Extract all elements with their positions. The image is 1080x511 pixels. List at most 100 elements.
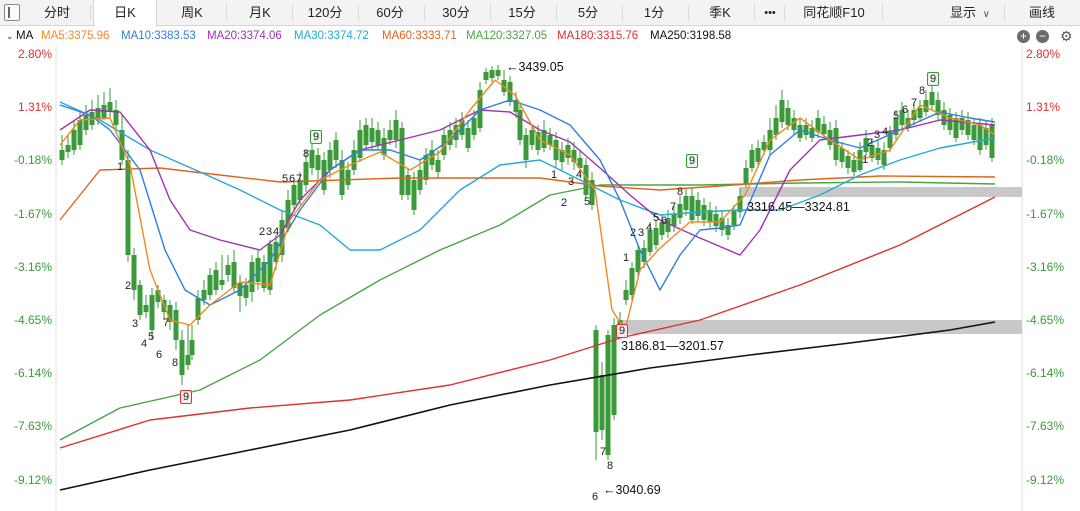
candle-body-down bbox=[435, 160, 441, 172]
period-tab-bar: 分时 日K 周K 月K 120分 60分 30分 15分 5分 1分 季K ••… bbox=[0, 0, 1080, 27]
candle-body-down bbox=[309, 150, 315, 168]
candle-body-down bbox=[155, 290, 161, 302]
moving-average-legend: ⌄ MA MA5:3375.96 MA10:3383.53 MA20:3374.… bbox=[0, 27, 1080, 45]
candle-body-down bbox=[273, 242, 279, 262]
td-count-label: 5 bbox=[653, 212, 660, 224]
candle-body-down bbox=[351, 150, 357, 170]
td-count-label: 1 bbox=[623, 252, 630, 264]
gear-icon[interactable]: ⚙ bbox=[1060, 28, 1073, 44]
tab-weekly-k[interactable]: 周K bbox=[181, 5, 203, 20]
tab-divider bbox=[1004, 5, 1005, 21]
draw-line-button[interactable]: 画线 bbox=[1028, 5, 1055, 20]
td-count-label: 5 bbox=[584, 196, 591, 208]
tab-f10[interactable]: 同花顺F10 bbox=[803, 5, 865, 20]
candle-body-down bbox=[893, 118, 899, 135]
candle-body-down bbox=[755, 148, 761, 162]
left-axis-tick: -6.14% bbox=[13, 366, 52, 381]
ma-title[interactable]: MA bbox=[16, 30, 34, 42]
tab-divider bbox=[226, 5, 227, 21]
td-nine-flag: 9 bbox=[310, 130, 323, 144]
candle-body-down bbox=[59, 150, 65, 160]
candle-body-down bbox=[195, 298, 201, 320]
candle-body-down bbox=[971, 125, 977, 140]
tab-30min[interactable]: 30分 bbox=[442, 5, 470, 20]
tab-5min[interactable]: 5分 bbox=[577, 5, 599, 20]
support-zone-band bbox=[618, 320, 1022, 334]
display-menu-button[interactable]: 显示 ∨ bbox=[940, 0, 1000, 26]
tab-divider bbox=[292, 5, 293, 21]
candle-body-down bbox=[779, 100, 785, 122]
tab-fenshi[interactable]: 分时 bbox=[43, 5, 70, 20]
tab-divider bbox=[90, 5, 91, 21]
td-count-label: 2 bbox=[259, 226, 266, 238]
candle-body-down bbox=[731, 210, 737, 225]
candle-body-down bbox=[559, 150, 565, 162]
candle-body-down bbox=[929, 92, 935, 105]
right-axis-tick: -1.67% bbox=[1026, 206, 1065, 221]
ma20-line bbox=[59, 109, 996, 256]
candle-body-down bbox=[185, 355, 191, 365]
candle-body-down bbox=[267, 244, 273, 290]
td-count-label: 2 bbox=[630, 227, 637, 239]
candle-body-down bbox=[327, 150, 333, 170]
ma180-line bbox=[59, 196, 996, 449]
ma10-line bbox=[59, 99, 996, 306]
candle-body-down bbox=[393, 120, 399, 140]
candle-body-down bbox=[345, 170, 351, 185]
candle-body-down bbox=[453, 125, 459, 140]
candle-body-down bbox=[635, 250, 641, 272]
td-count-label: 8 bbox=[677, 186, 684, 198]
tab-quarterly-k[interactable]: 季K bbox=[709, 5, 731, 20]
candle-body-down bbox=[381, 138, 387, 155]
sidebar-toggle-icon[interactable] bbox=[4, 4, 20, 21]
candle-body-down bbox=[707, 210, 713, 222]
zoom-in-icon[interactable]: + bbox=[1017, 30, 1030, 43]
candle-body-down bbox=[131, 255, 137, 290]
candle-body-down bbox=[143, 305, 149, 312]
candle-body-down bbox=[471, 118, 477, 135]
candle-body-down bbox=[665, 218, 671, 232]
td-count-label: 4 bbox=[576, 169, 583, 181]
tab-120min[interactable]: 120分 bbox=[307, 5, 343, 20]
td-count-label: 5 bbox=[148, 331, 155, 343]
candle-body-down bbox=[113, 110, 119, 125]
ma-collapse-icon[interactable]: ⌄ bbox=[6, 31, 14, 41]
candle-body-down bbox=[809, 128, 815, 138]
right-axis-tick: -0.18% bbox=[1026, 153, 1065, 168]
candle-body-down bbox=[959, 118, 965, 130]
zoom-out-icon[interactable]: − bbox=[1036, 30, 1049, 43]
candle-body-down bbox=[303, 162, 309, 185]
candle-body-down bbox=[683, 196, 689, 210]
candle-body-down bbox=[941, 110, 947, 125]
candle-body-down bbox=[571, 150, 577, 162]
td-count-label: 6 bbox=[661, 215, 668, 227]
tab-1min[interactable]: 1分 bbox=[643, 5, 665, 20]
candle-body-down bbox=[321, 160, 327, 190]
left-axis-tick: 1.31% bbox=[17, 100, 52, 115]
candle-body-down bbox=[535, 132, 541, 150]
tab-daily-k[interactable]: 日K bbox=[93, 0, 157, 27]
candle-body-down bbox=[791, 118, 797, 130]
support-zone-label: 3186.81—3201.57 bbox=[621, 339, 724, 353]
candle-body-down bbox=[285, 200, 291, 228]
tab-divider bbox=[882, 5, 883, 21]
candle-body-down bbox=[821, 124, 827, 134]
right-axis-tick: -7.63% bbox=[1026, 419, 1065, 434]
candle-body-down bbox=[417, 170, 423, 190]
more-tabs-button[interactable]: ••• bbox=[764, 7, 776, 19]
tab-15min[interactable]: 15分 bbox=[508, 5, 536, 20]
candle-body-down bbox=[553, 140, 559, 160]
tab-60min[interactable]: 60分 bbox=[376, 5, 404, 20]
td-count-label: 5 bbox=[282, 173, 289, 185]
candle-body-down bbox=[947, 115, 953, 130]
right-axis-tick: 1.31% bbox=[1026, 100, 1061, 115]
candle-body-down bbox=[851, 160, 857, 172]
tab-monthly-k[interactable]: 月K bbox=[249, 5, 271, 20]
candle-body-down bbox=[583, 165, 589, 195]
candle-body-down bbox=[869, 145, 875, 158]
td-count-label: 3 bbox=[568, 176, 575, 188]
candle-body-down bbox=[249, 262, 255, 292]
candle-body-down bbox=[517, 110, 523, 140]
candle-body-down bbox=[375, 130, 381, 145]
